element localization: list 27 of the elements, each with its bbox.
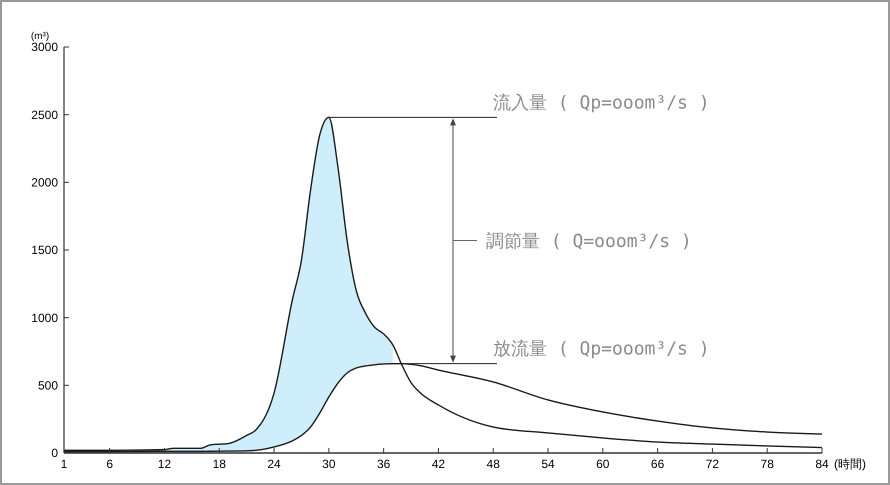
y-tick-label: 2500 [31,108,58,122]
x-tick-label: 60 [596,457,610,471]
y-tick-label: 2000 [31,176,58,190]
x-tick-label: 72 [706,457,720,471]
x-tick-label: 18 [212,457,226,471]
x-tick-label: 6 [106,457,114,471]
y-tick-label: 1500 [31,243,58,258]
annotation: 放流量 ( Qp=ooom³/s ) [493,338,710,360]
x-axis-title: (時間) [834,457,866,471]
y-tick-label: 500 [38,378,58,393]
x-tick-label: 66 [650,457,665,471]
y-axis-title: (m³) [30,31,50,42]
x-tick-label: 24 [267,457,282,471]
x-tick-label: 84 [815,457,829,471]
x-tick-label: 54 [541,457,556,471]
y-tick-label: 0 [51,446,58,460]
y-tick-label: 1000 [31,310,58,325]
x-tick-label: 1 [60,457,68,471]
x-tick-label: 36 [376,457,391,471]
y-tick-label: 3000 [31,40,58,54]
x-tick-label: 48 [486,457,500,471]
annotation: 流入量 ( Qp=ooom³/s ) [493,92,710,114]
annotation: 調節量 ( Q=ooom³/s ) [486,230,692,252]
x-tick-label: 42 [432,457,446,471]
x-tick-label: 12 [158,457,172,471]
x-tick-label: 78 [760,457,774,471]
x-tick-label: 30 [322,457,336,471]
